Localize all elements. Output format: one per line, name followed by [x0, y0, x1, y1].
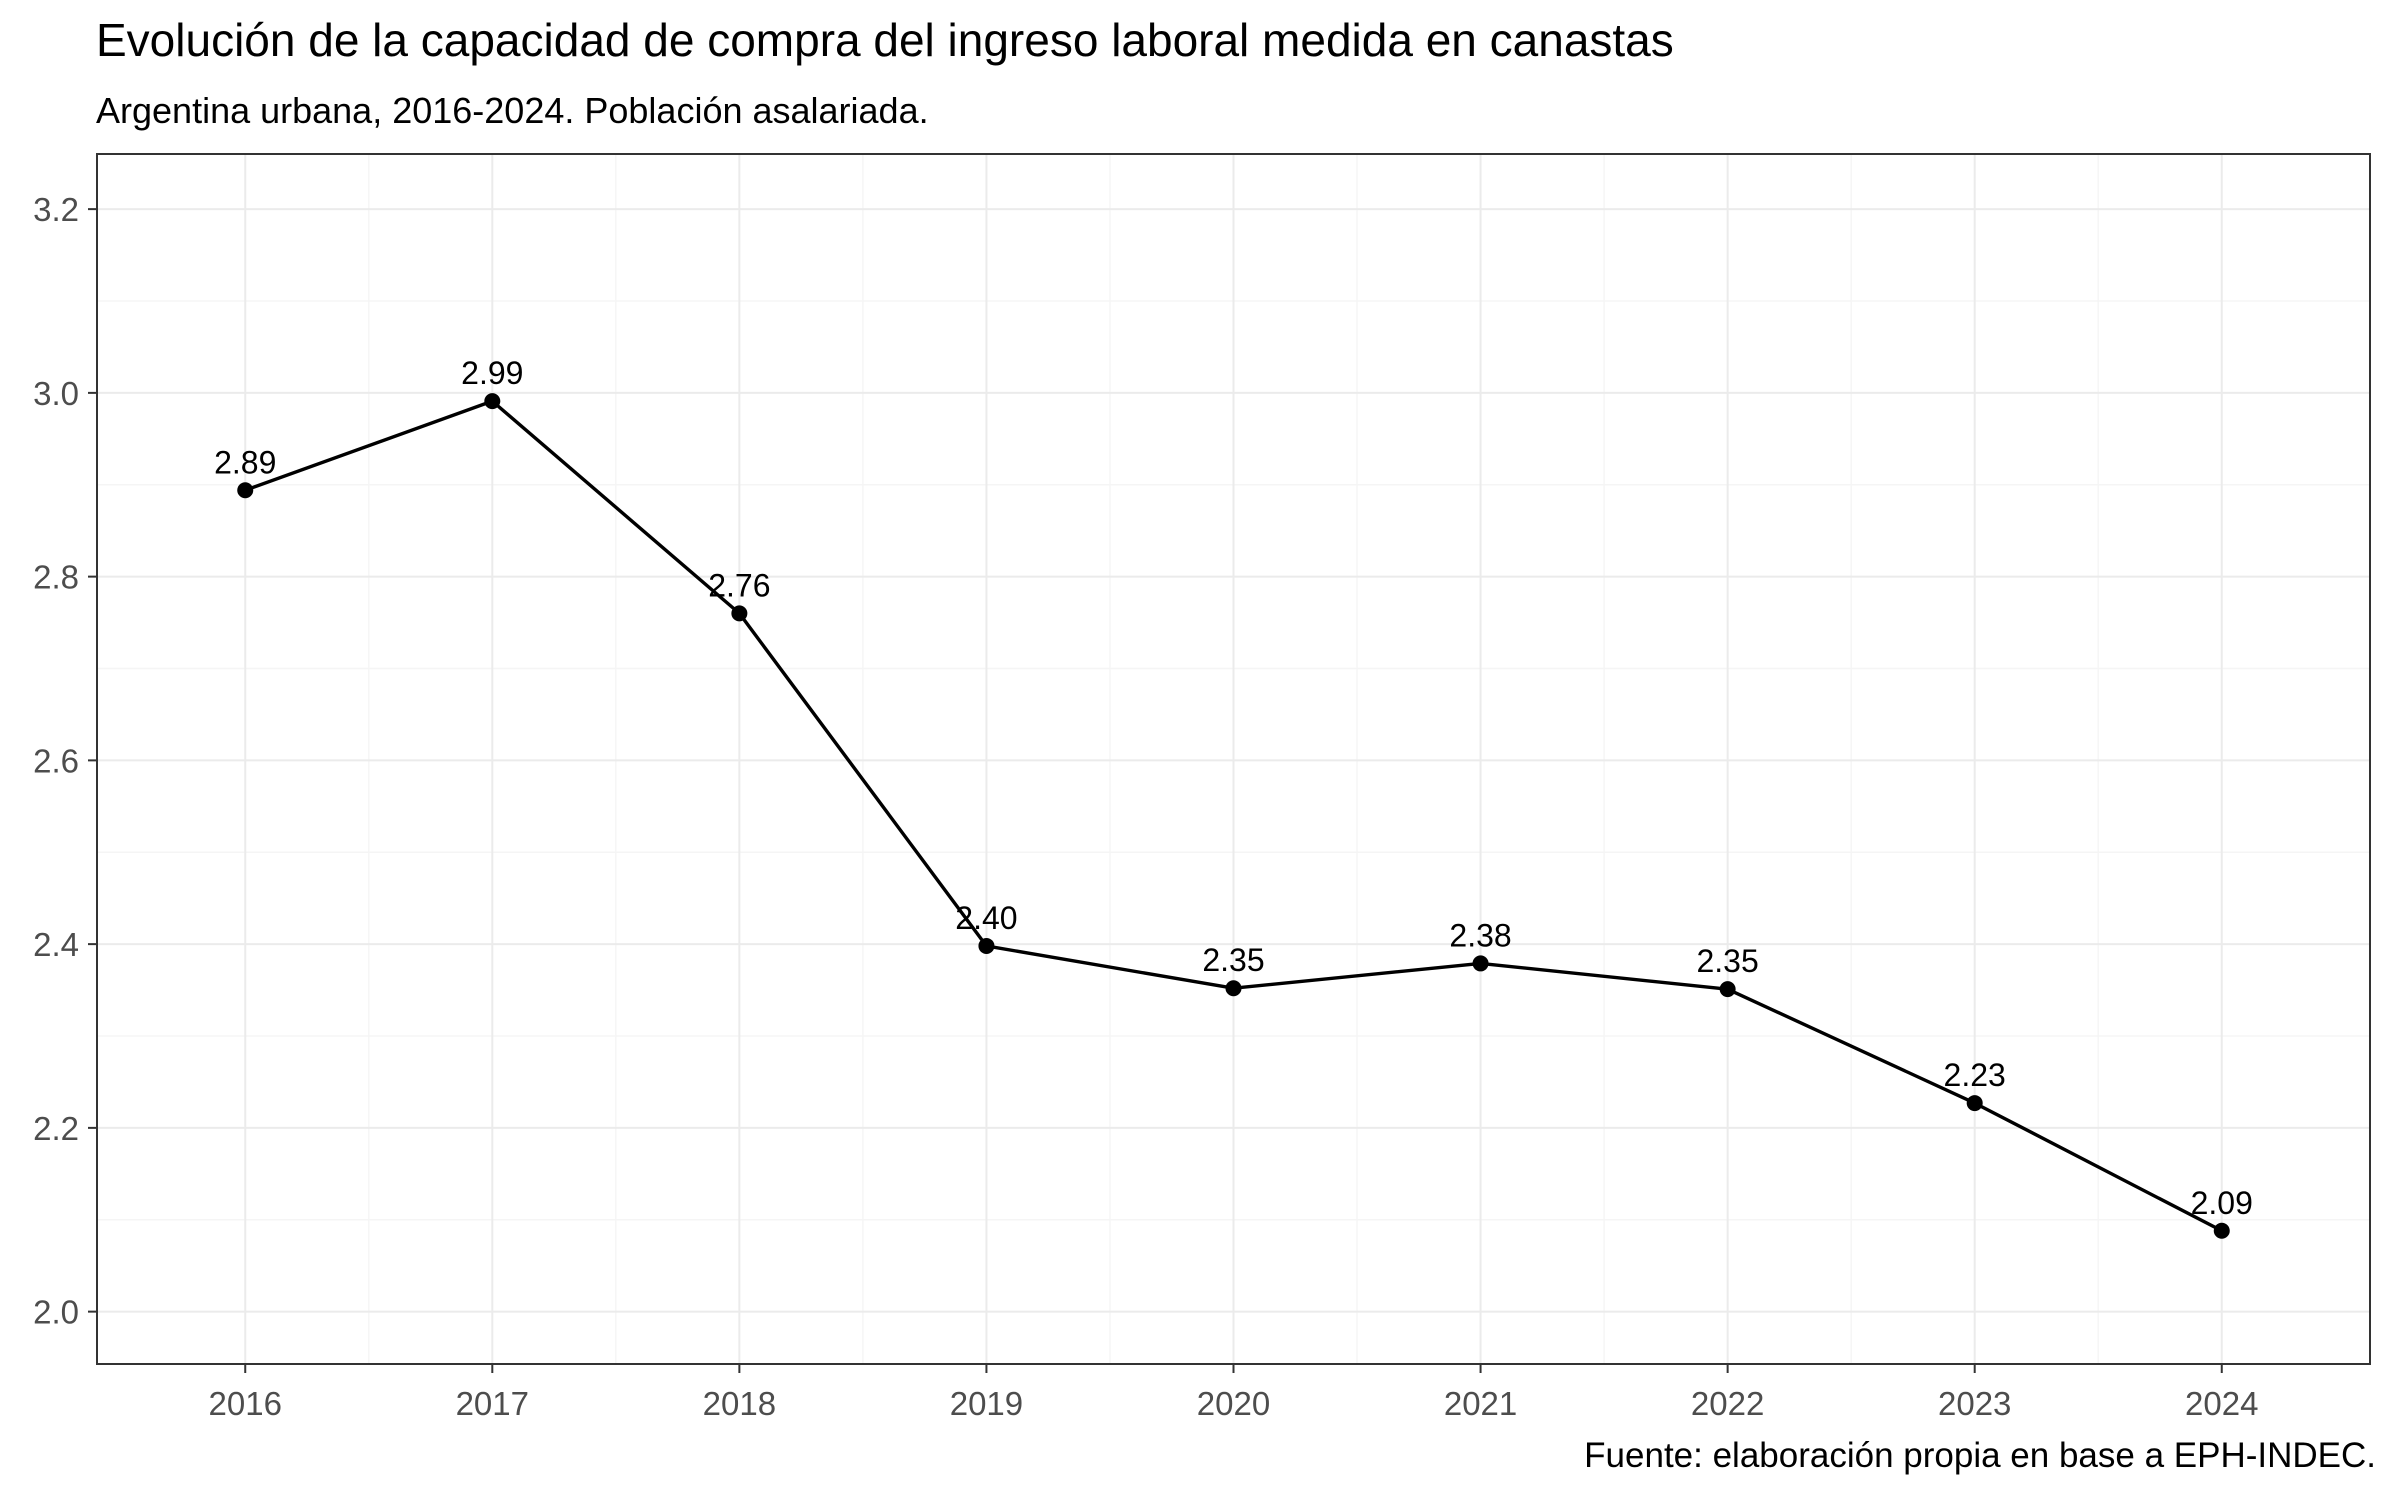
x-tick-label: 2020	[1197, 1385, 1270, 1422]
data-labels: 2.89 2.99 2.76 2.40 2.35 2.38 2.35 2.23 2.09	[214, 355, 2253, 1221]
data-label: 2.23	[1944, 1057, 2006, 1093]
data-label: 2.40	[955, 900, 1017, 936]
data-point	[978, 937, 995, 954]
y-tick-label: 2.8	[33, 559, 79, 596]
plot-panel-border	[96, 153, 2371, 1365]
data-point	[1719, 981, 1736, 998]
data-point	[1472, 955, 1489, 972]
chart-caption: Fuente: elaboración propia en base a EPH…	[1584, 1436, 2376, 1475]
y-tick-label: 3.2	[33, 191, 79, 228]
data-label: 2.99	[461, 355, 523, 391]
data-point	[484, 393, 501, 410]
axes: 2.0 2.2 2.4 2.6 2.8 3.0 3.2 2016 2017 2018 2019 202…	[33, 191, 2258, 1422]
data-point	[731, 605, 748, 622]
x-tick-label: 2023	[1938, 1385, 2011, 1422]
y-tick-label: 2.0	[33, 1294, 79, 1331]
chart-subtitle: Argentina urbana, 2016-2024. Población a…	[96, 90, 929, 131]
series	[237, 393, 2230, 1239]
y-tick-label: 2.6	[33, 742, 79, 779]
y-tick-label: 3.0	[33, 375, 79, 412]
data-point	[1225, 980, 1242, 997]
x-tick-label: 2018	[703, 1385, 776, 1422]
data-label: 2.35	[1202, 942, 1264, 978]
data-label: 2.76	[708, 567, 770, 603]
x-tick-label: 2022	[1691, 1385, 1764, 1422]
y-tick-label: 2.4	[33, 926, 79, 963]
data-point	[2213, 1222, 2230, 1239]
y-tick-label: 2.2	[33, 1110, 79, 1147]
grid-lines	[97, 154, 2370, 1364]
data-label: 2.89	[214, 444, 276, 480]
x-tick-label: 2019	[950, 1385, 1023, 1422]
data-label: 2.35	[1696, 943, 1758, 979]
x-tick-label: 2024	[2185, 1385, 2258, 1422]
x-tick-label: 2016	[209, 1385, 282, 1422]
chart-title: Evolución de la capacidad de compra del …	[96, 14, 1674, 66]
data-label: 2.09	[2191, 1185, 2253, 1221]
data-point	[237, 482, 254, 499]
data-label: 2.38	[1449, 917, 1511, 953]
x-tick-label: 2021	[1444, 1385, 1517, 1422]
data-point	[1966, 1095, 1983, 1112]
x-tick-label: 2017	[456, 1385, 529, 1422]
